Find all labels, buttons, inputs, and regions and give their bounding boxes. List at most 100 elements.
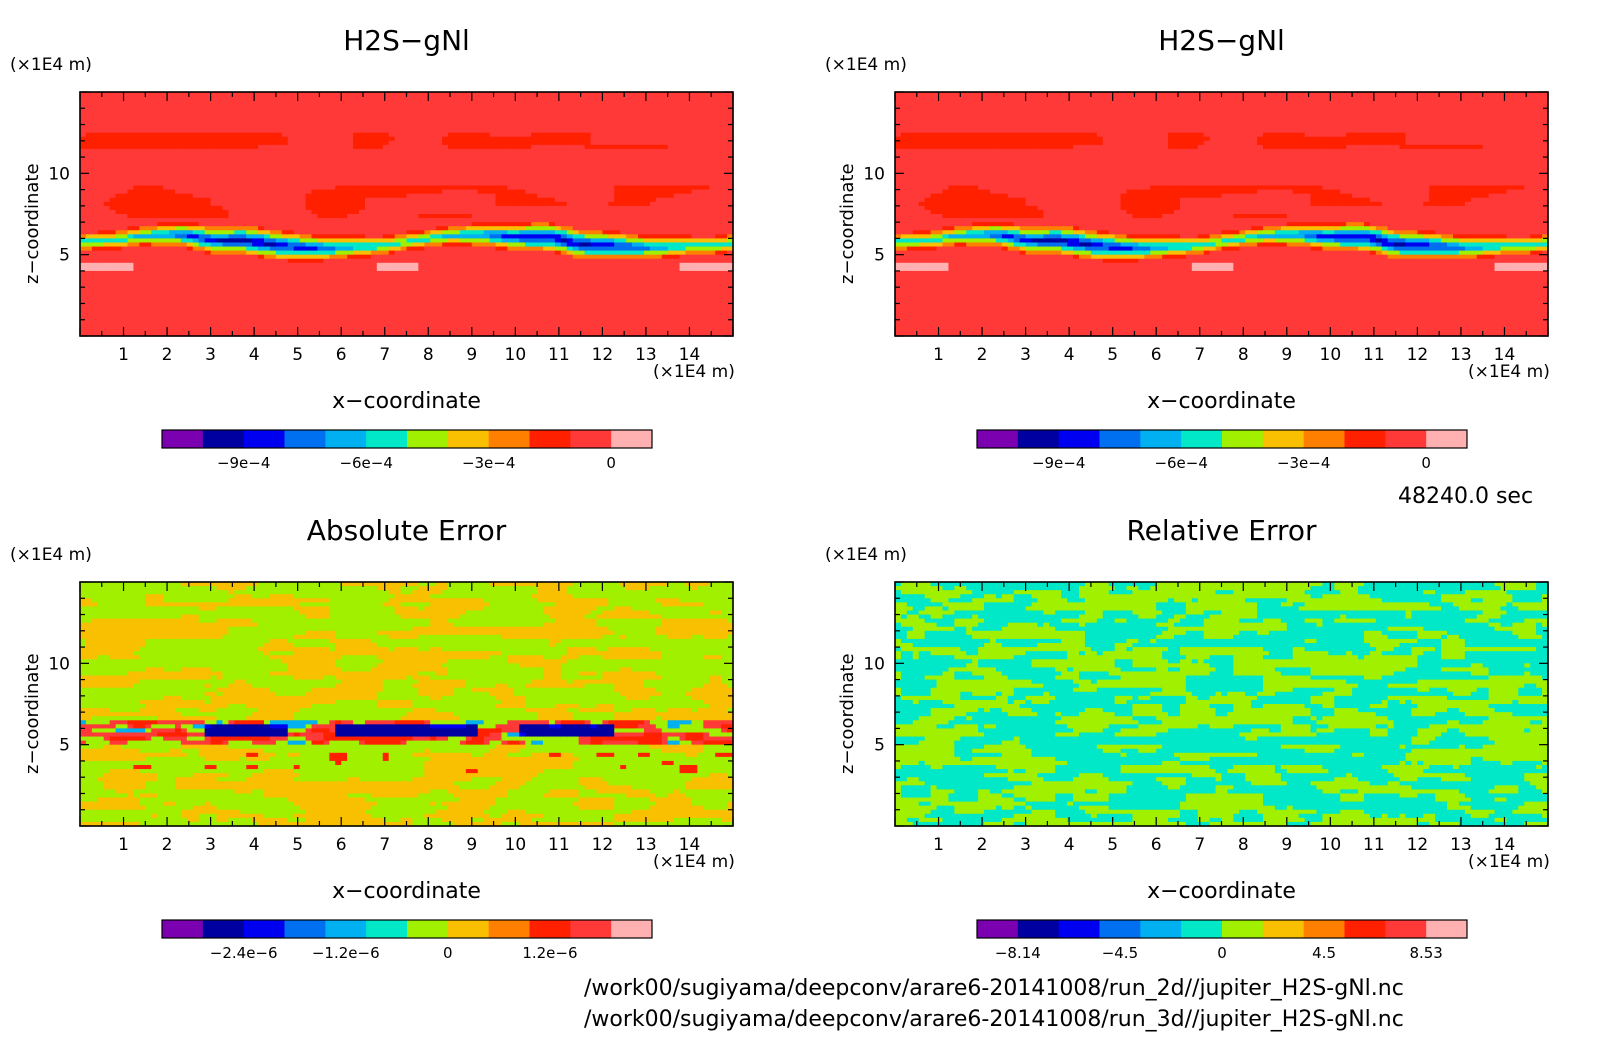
heatmap-cell <box>80 128 87 134</box>
heatmap-cell <box>174 299 182 305</box>
heatmap-cell <box>97 295 105 300</box>
heatmap-cell <box>85 177 93 183</box>
heatmap-cell <box>436 242 443 248</box>
heatmap-cell <box>115 250 123 256</box>
heatmap-cell <box>180 250 188 256</box>
heatmap-cell <box>299 104 307 109</box>
heatmap-cell <box>507 169 514 174</box>
heatmap-cell <box>103 108 111 113</box>
heatmap-cell <box>465 148 473 154</box>
heatmap-cell <box>139 205 146 211</box>
heatmap-cell <box>347 144 354 150</box>
heatmap-cell <box>388 323 396 329</box>
heatmap-cell <box>204 132 212 138</box>
heatmap-cell <box>359 275 366 280</box>
heatmap-cell <box>406 177 414 183</box>
heatmap-cell <box>430 124 437 130</box>
heatmap-cell <box>341 331 348 337</box>
heatmap-cell <box>513 165 520 170</box>
heatmap-cell <box>424 234 431 239</box>
heatmap-cell <box>543 315 550 321</box>
heatmap-cell <box>531 209 538 215</box>
heatmap-cell <box>157 299 164 305</box>
heatmap-cell <box>299 331 307 337</box>
heatmap-cell <box>293 169 301 174</box>
heatmap-cell <box>394 112 402 117</box>
heatmap-cell <box>127 315 135 321</box>
heatmap-cell <box>459 250 467 256</box>
heatmap-cell <box>85 165 93 170</box>
heatmap-cell <box>436 323 443 329</box>
heatmap-cell <box>566 319 574 325</box>
heatmap-cell <box>174 108 182 113</box>
heatmap-cell <box>216 112 224 117</box>
heatmap-cell <box>109 189 117 195</box>
heatmap-cell <box>335 319 342 325</box>
heatmap-cell <box>501 234 509 239</box>
heatmap-cell <box>370 242 378 248</box>
heatmap-cell <box>252 315 259 321</box>
heatmap-cell <box>519 116 526 122</box>
heatmap-cell <box>418 262 425 268</box>
heatmap-cell <box>252 205 259 211</box>
heatmap-cell <box>121 92 129 97</box>
heatmap-cell <box>240 116 247 122</box>
heatmap-cell <box>412 169 419 174</box>
heatmap-cell <box>186 173 194 178</box>
heatmap-cell <box>525 116 532 122</box>
heatmap-cell <box>507 311 514 317</box>
heatmap-cell <box>216 303 224 309</box>
heatmap-cell <box>222 226 230 231</box>
heatmap-cell <box>554 266 562 272</box>
heatmap-cell <box>394 319 402 325</box>
heatmap-cell <box>198 205 206 211</box>
heatmap-cell <box>186 201 194 207</box>
heatmap-cell <box>293 128 301 134</box>
heatmap-cell <box>566 258 574 264</box>
heatmap-cell <box>163 189 170 195</box>
heatmap-cell <box>323 295 330 300</box>
heatmap-cell <box>566 189 574 195</box>
heatmap-cell <box>80 205 87 211</box>
heatmap-cell <box>471 124 479 130</box>
heatmap-cell <box>252 222 259 227</box>
heatmap-cell <box>548 209 556 215</box>
heatmap-cell <box>133 157 140 162</box>
heatmap-cell <box>525 246 532 252</box>
heatmap-cell <box>121 218 129 223</box>
heatmap-cell <box>317 254 324 260</box>
heatmap-cell <box>252 250 259 256</box>
heatmap-cell <box>121 323 129 329</box>
heatmap-cell <box>507 157 514 162</box>
heatmap-cell <box>216 148 224 154</box>
heatmap-cell <box>347 242 354 248</box>
heatmap-cell <box>560 287 568 292</box>
heatmap-cell <box>198 331 206 337</box>
heatmap-cell <box>513 169 520 174</box>
heatmap-cell <box>305 197 313 203</box>
heatmap-cell <box>560 173 568 178</box>
heatmap-cell <box>519 132 526 138</box>
heatmap-cell <box>418 157 425 162</box>
heatmap-cell <box>91 254 99 260</box>
heatmap-cell <box>436 307 443 313</box>
heatmap-cell <box>180 193 188 199</box>
heatmap-cell <box>97 177 105 183</box>
heatmap-cell <box>281 177 289 183</box>
heatmap-cell <box>471 238 479 244</box>
heatmap-cell <box>97 222 105 227</box>
heatmap-cell <box>483 197 491 203</box>
heatmap-cell <box>121 157 129 162</box>
heatmap-cell <box>258 92 265 97</box>
heatmap-cell <box>543 258 550 264</box>
heatmap-cell <box>115 315 123 321</box>
heatmap-cell <box>406 283 414 288</box>
heatmap-cell <box>560 185 568 191</box>
heatmap-cell <box>477 185 485 191</box>
heatmap-cell <box>359 315 366 321</box>
heatmap-cell <box>483 157 491 162</box>
heatmap-cell <box>204 303 212 309</box>
heatmap-cell <box>192 222 200 227</box>
heatmap-cell <box>103 177 111 183</box>
heatmap-cell <box>210 96 218 101</box>
